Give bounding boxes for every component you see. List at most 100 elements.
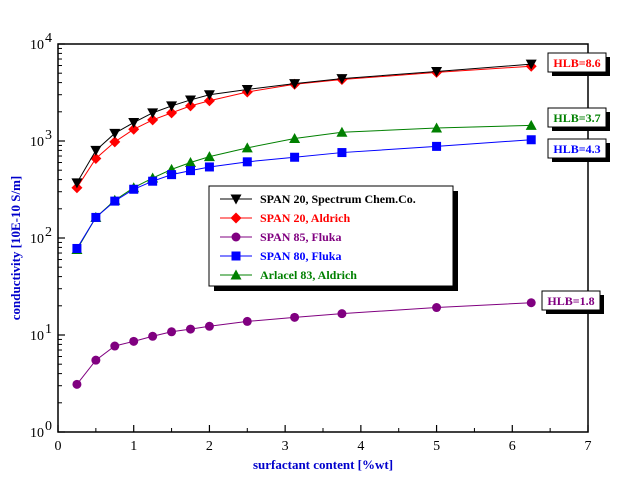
data-point <box>525 59 537 70</box>
data-point <box>203 151 215 162</box>
x-tick-label: 1 <box>130 439 137 454</box>
hlb-label-span80: HLB=4.3 <box>553 142 600 156</box>
data-point <box>242 316 252 326</box>
data-point <box>204 162 214 172</box>
data-point <box>147 114 159 126</box>
plot-frame <box>57 43 589 433</box>
data-point <box>290 152 300 162</box>
hlb-box-span85: HLB=1.8 <box>541 290 604 314</box>
data-point <box>242 157 252 167</box>
data-point <box>110 196 120 206</box>
data-point <box>241 84 253 95</box>
data-point <box>337 148 347 158</box>
data-point <box>185 100 196 112</box>
data-point <box>110 341 120 351</box>
data-point <box>128 118 140 129</box>
data-point <box>289 133 301 144</box>
legend-label: Arlacel 83, Aldrich <box>260 268 357 282</box>
y-tick-label: 10 <box>30 38 44 53</box>
data-point <box>289 79 301 90</box>
x-tick-label: 5 <box>433 439 440 454</box>
data-point <box>148 331 158 341</box>
hlb-box-arlacel83: HLB=3.7 <box>547 107 610 131</box>
data-point <box>336 126 348 137</box>
data-point <box>109 136 121 148</box>
legend-marker <box>231 232 241 242</box>
data-point <box>109 128 121 139</box>
legend-label: SPAN 85, Fluka <box>260 230 341 244</box>
legend-box <box>208 185 454 287</box>
x-tick-label: 2 <box>206 439 213 454</box>
data-point <box>203 90 215 101</box>
data-point <box>526 135 536 145</box>
data-point <box>166 101 178 112</box>
data-point <box>129 336 139 346</box>
legend: SPAN 20, Spectrum Chem.Co. SPAN 20, Aldri… <box>208 185 458 291</box>
legend-label: SPAN 20, Spectrum Chem.Co. <box>260 192 416 206</box>
data-point <box>336 74 348 85</box>
data-point <box>526 298 536 308</box>
x-tick-labels: 0 1 2 3 4 5 6 7 <box>55 439 592 454</box>
data-point <box>241 142 253 153</box>
y-tick-exponent: 3 <box>45 128 52 143</box>
data-point <box>72 379 82 389</box>
data-point <box>203 95 215 107</box>
data-point <box>129 184 139 194</box>
legend-marker <box>230 269 242 280</box>
data-point <box>432 141 442 151</box>
data-point <box>290 312 300 322</box>
data-point <box>90 145 102 156</box>
data-point <box>91 212 101 222</box>
data-point <box>166 107 178 119</box>
series-3 <box>72 135 536 253</box>
y-tick-label: 10 <box>30 135 44 150</box>
data-point <box>167 170 177 180</box>
x-tick-label: 0 <box>55 439 62 454</box>
y-tick-exponent: 2 <box>45 225 52 240</box>
data-point <box>148 176 158 186</box>
hlb-box-span20: HLB=8.6 <box>547 52 610 76</box>
legend-marker <box>230 212 242 224</box>
series-2 <box>72 298 536 389</box>
y-tick-exponent: 1 <box>45 322 52 337</box>
y-tick-exponent: 4 <box>45 31 52 46</box>
data-point <box>72 243 82 253</box>
y-tick-exponent: 0 <box>45 419 52 434</box>
data-point <box>186 166 195 176</box>
data-point <box>186 324 195 334</box>
data-point <box>147 108 159 119</box>
legend-marker <box>230 194 242 205</box>
data-point <box>167 327 177 337</box>
y-tick-label: 10 <box>30 329 44 344</box>
x-tick-label: 7 <box>585 439 592 454</box>
legend-marker <box>231 251 241 261</box>
data-point <box>431 122 443 133</box>
hlb-label-span85: HLB=1.8 <box>547 294 594 308</box>
y-axis-label: conductivity [10E-10 S/m] <box>8 176 23 320</box>
y-tick-label: 10 <box>30 426 44 441</box>
data-point <box>337 309 347 319</box>
x-axis-label: surfactant content [%wt] <box>253 457 393 472</box>
series-0 <box>71 59 537 189</box>
hlb-annotations: HLB=8.6 HLB=3.7 HLB=4.3 HLB=1.8 <box>541 52 610 314</box>
x-tick-label: 4 <box>357 439 364 454</box>
y-tick-label: 10 <box>30 232 44 247</box>
data-point <box>432 303 442 313</box>
data-point <box>431 67 443 78</box>
hlb-label-span20: HLB=8.6 <box>553 56 600 70</box>
data-point <box>185 157 196 168</box>
hlb-box-span80: HLB=4.3 <box>547 138 610 162</box>
data-point <box>204 321 214 331</box>
x-tick-label: 6 <box>509 439 516 454</box>
data-point <box>185 95 196 106</box>
legend-label: SPAN 80, Fluka <box>260 249 341 263</box>
data-point <box>128 123 140 135</box>
data-point <box>525 119 537 130</box>
x-tick-label: 3 <box>282 439 289 454</box>
hlb-label-arlacel83: HLB=3.7 <box>553 111 600 125</box>
legend-label: SPAN 20, Aldrich <box>260 211 350 225</box>
data-point <box>91 355 101 365</box>
series-layer <box>71 59 537 389</box>
